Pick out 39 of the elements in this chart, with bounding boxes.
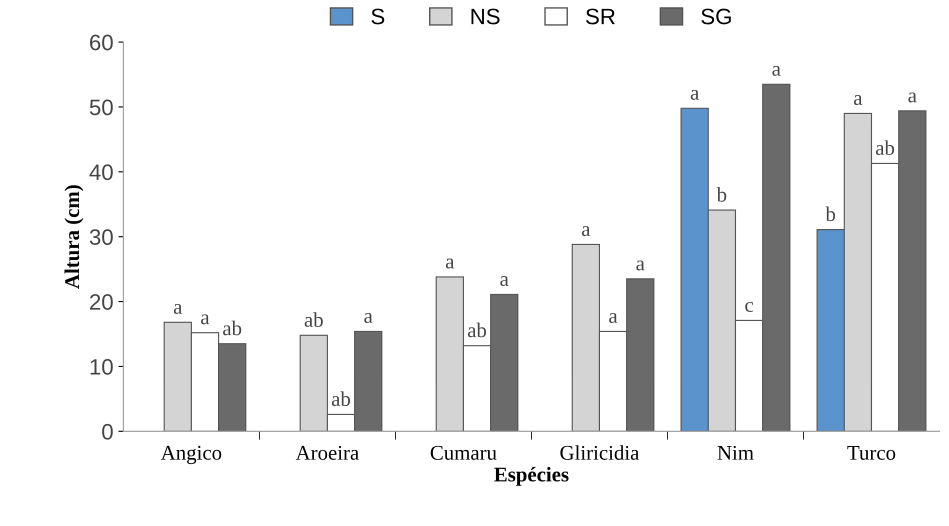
legend-label: SG: [701, 8, 731, 24]
x-tick-label: Aroeira: [296, 446, 359, 460]
x-tick-label: Cumaru: [430, 446, 497, 460]
data-label: ab: [332, 391, 350, 406]
data-label: a: [364, 313, 373, 324]
data-label: a: [854, 95, 862, 106]
data-label: a: [690, 90, 700, 100]
y-tick-label: 30: [90, 229, 113, 245]
y-tick-label: 0: [102, 424, 113, 440]
data-label: ab: [304, 312, 323, 327]
data-label: a: [500, 276, 509, 286]
data-label: a: [582, 226, 590, 236]
x-tick-label: Turco: [847, 446, 896, 460]
y-tick-label: 50: [90, 99, 113, 116]
data-label: a: [609, 313, 618, 324]
x-tick-label: Gliricidia: [560, 445, 640, 460]
data-label: c: [745, 302, 754, 312]
data-label: ab: [223, 320, 242, 336]
x-axis-title: Espécies: [494, 466, 569, 486]
data-label: a: [908, 92, 917, 102]
data-label: b: [716, 187, 726, 202]
data-label: a: [201, 314, 210, 324]
data-label: a: [446, 258, 454, 269]
legend-label: SR: [586, 8, 615, 24]
x-tick-label: Nim: [718, 446, 754, 460]
data-label: b: [825, 206, 836, 222]
data-label: a: [174, 304, 182, 314]
y-tick-label: 60: [90, 34, 113, 50]
legend-label: S: [371, 8, 384, 24]
y-tick-label: 40: [89, 164, 113, 180]
data-label: ab: [468, 322, 486, 338]
data-label: a: [636, 260, 645, 270]
legend-label: NS: [472, 8, 500, 24]
y-tick-label: 20: [90, 294, 113, 310]
data-label: ab: [876, 140, 894, 155]
x-tick-label: Angico: [160, 446, 222, 464]
y-axis-title: Altura (cm): [64, 185, 84, 289]
y-tick-label: 10: [90, 358, 113, 375]
data-label: a: [772, 66, 781, 76]
